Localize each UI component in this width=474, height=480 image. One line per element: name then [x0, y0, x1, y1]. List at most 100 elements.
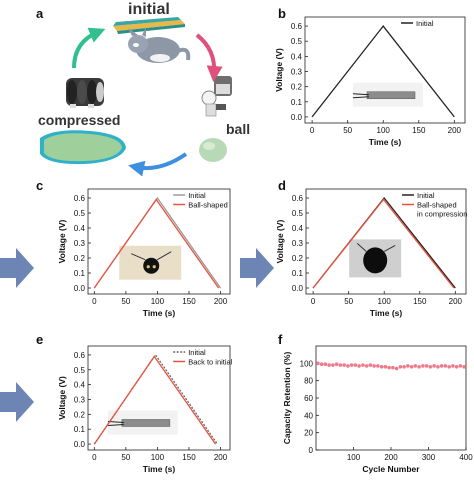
arrow-compressed-to-initial	[72, 27, 106, 69]
data-point	[436, 365, 440, 369]
side-arrow-c	[0, 248, 34, 288]
panel-label-e: e	[36, 332, 43, 347]
x-tick-label: 200	[214, 297, 228, 306]
y-tick-label: 0.3	[74, 239, 86, 248]
y-tick-label: 80	[304, 377, 313, 386]
y-tick-label: 0.3	[74, 395, 86, 404]
device-sheet-icon	[113, 17, 185, 34]
lead-wire	[352, 93, 370, 96]
x-tick-label: 200	[214, 453, 228, 462]
y-tick-label: 0.4	[291, 52, 303, 61]
plot-frame	[87, 188, 231, 295]
data-point	[447, 365, 451, 369]
y-tick-label: 0.0	[292, 284, 304, 293]
side-arrow-e	[0, 382, 34, 422]
data-point	[372, 364, 376, 368]
panel-a: a initial ball compressed	[36, 1, 250, 177]
y-tick-label: 0.3	[291, 68, 303, 77]
flattened-device-icon	[40, 130, 126, 165]
data-point	[413, 364, 418, 368]
cartoon-figure-icon	[201, 76, 232, 117]
x-tick-label: 0	[310, 126, 315, 135]
y-tick-label: 0.2	[291, 83, 303, 92]
x-tick-label: 100	[377, 126, 391, 135]
x-tick-label: 100	[378, 297, 392, 306]
inset-photo-flat-device-photo	[107, 410, 178, 435]
side-arrow-d	[240, 248, 274, 288]
initial-label: initial	[128, 1, 170, 18]
legend-entry: Ball-shaped in compression	[417, 201, 467, 219]
y-tick-label: 0.5	[74, 209, 86, 218]
inset-photo-ball-device-photo	[119, 245, 182, 280]
lead-wire	[356, 243, 367, 252]
x-tick-label: 150	[412, 126, 426, 135]
data-point	[387, 365, 391, 370]
cartoon-cat-icon	[128, 27, 191, 63]
data-point	[462, 365, 466, 369]
ball-device	[143, 257, 160, 274]
y-tick-label: 0.1	[74, 425, 86, 434]
data-point	[331, 363, 335, 367]
x-axis-label: Cycle Number	[362, 464, 420, 474]
data-point	[406, 364, 410, 368]
x-tick-label: 50	[344, 297, 353, 306]
y-tick-label: 100	[300, 359, 314, 368]
y-axis-label: Voltage (V)	[275, 219, 285, 263]
x-tick-label: 400	[459, 453, 473, 462]
ball-device-icon	[199, 138, 227, 162]
data-point	[439, 364, 444, 368]
x-tick-label: 0	[92, 297, 97, 306]
data-point	[353, 363, 358, 367]
series-line	[311, 25, 455, 118]
legend-entry: Back to initial	[188, 358, 233, 367]
ball-highlight	[152, 265, 156, 269]
y-tick-label: 0.4	[292, 224, 304, 233]
data-point	[417, 365, 421, 369]
y-axis-label: Voltage (V)	[57, 219, 67, 263]
y-tick-label: 0.1	[291, 98, 303, 107]
panel-label-c: c	[36, 178, 43, 193]
plot-frame	[304, 16, 466, 124]
device-strip	[121, 419, 171, 427]
arrow-initial-to-ball	[195, 33, 223, 82]
compressed-label: compressed	[38, 112, 120, 128]
legend-entry: Initial	[417, 191, 435, 200]
data-point	[451, 364, 455, 368]
y-tick-label: 0.5	[74, 366, 86, 375]
inset-photo-flat-device-photo	[352, 82, 423, 107]
y-tick-label: 60	[304, 394, 313, 403]
data-point	[391, 365, 395, 370]
data-point	[334, 362, 339, 367]
y-tick-label: 0	[309, 446, 314, 455]
y-tick-label: 0.0	[291, 113, 303, 122]
x-tick-label: 150	[182, 297, 196, 306]
data-point	[323, 362, 328, 367]
tire-stack-icon	[66, 78, 104, 108]
data-point	[424, 364, 429, 368]
series-line	[93, 355, 217, 445]
y-tick-label: 0.6	[291, 22, 303, 31]
y-tick-label: 0.3	[292, 239, 304, 248]
data-point	[361, 363, 365, 367]
ball-highlight	[146, 265, 150, 269]
data-point	[316, 361, 320, 366]
data-point	[398, 365, 403, 369]
y-tick-label: 0.5	[292, 209, 304, 218]
lead-wire	[352, 96, 370, 99]
y-tick-label: 0.2	[292, 254, 304, 263]
y-tick-label: 0.6	[292, 194, 304, 203]
lead-wire	[107, 423, 124, 426]
data-point	[402, 365, 406, 369]
x-tick-label: 50	[121, 297, 130, 306]
x-tick-label: 200	[449, 297, 463, 306]
x-tick-label: 0	[311, 297, 316, 306]
data-point	[349, 363, 354, 367]
y-tick-label: 0.4	[74, 381, 86, 390]
data-point	[319, 362, 324, 367]
data-point	[376, 364, 380, 368]
chart-b: 0 50 100 150 200 0.0 0.1 0.2 0.3 0.4 0.5 0.6 Time (s…	[274, 16, 466, 147]
plot-frame	[87, 345, 231, 451]
x-axis-label: Time (s)	[143, 308, 176, 318]
data-point	[383, 365, 388, 369]
y-tick-label: 0.6	[74, 351, 86, 360]
